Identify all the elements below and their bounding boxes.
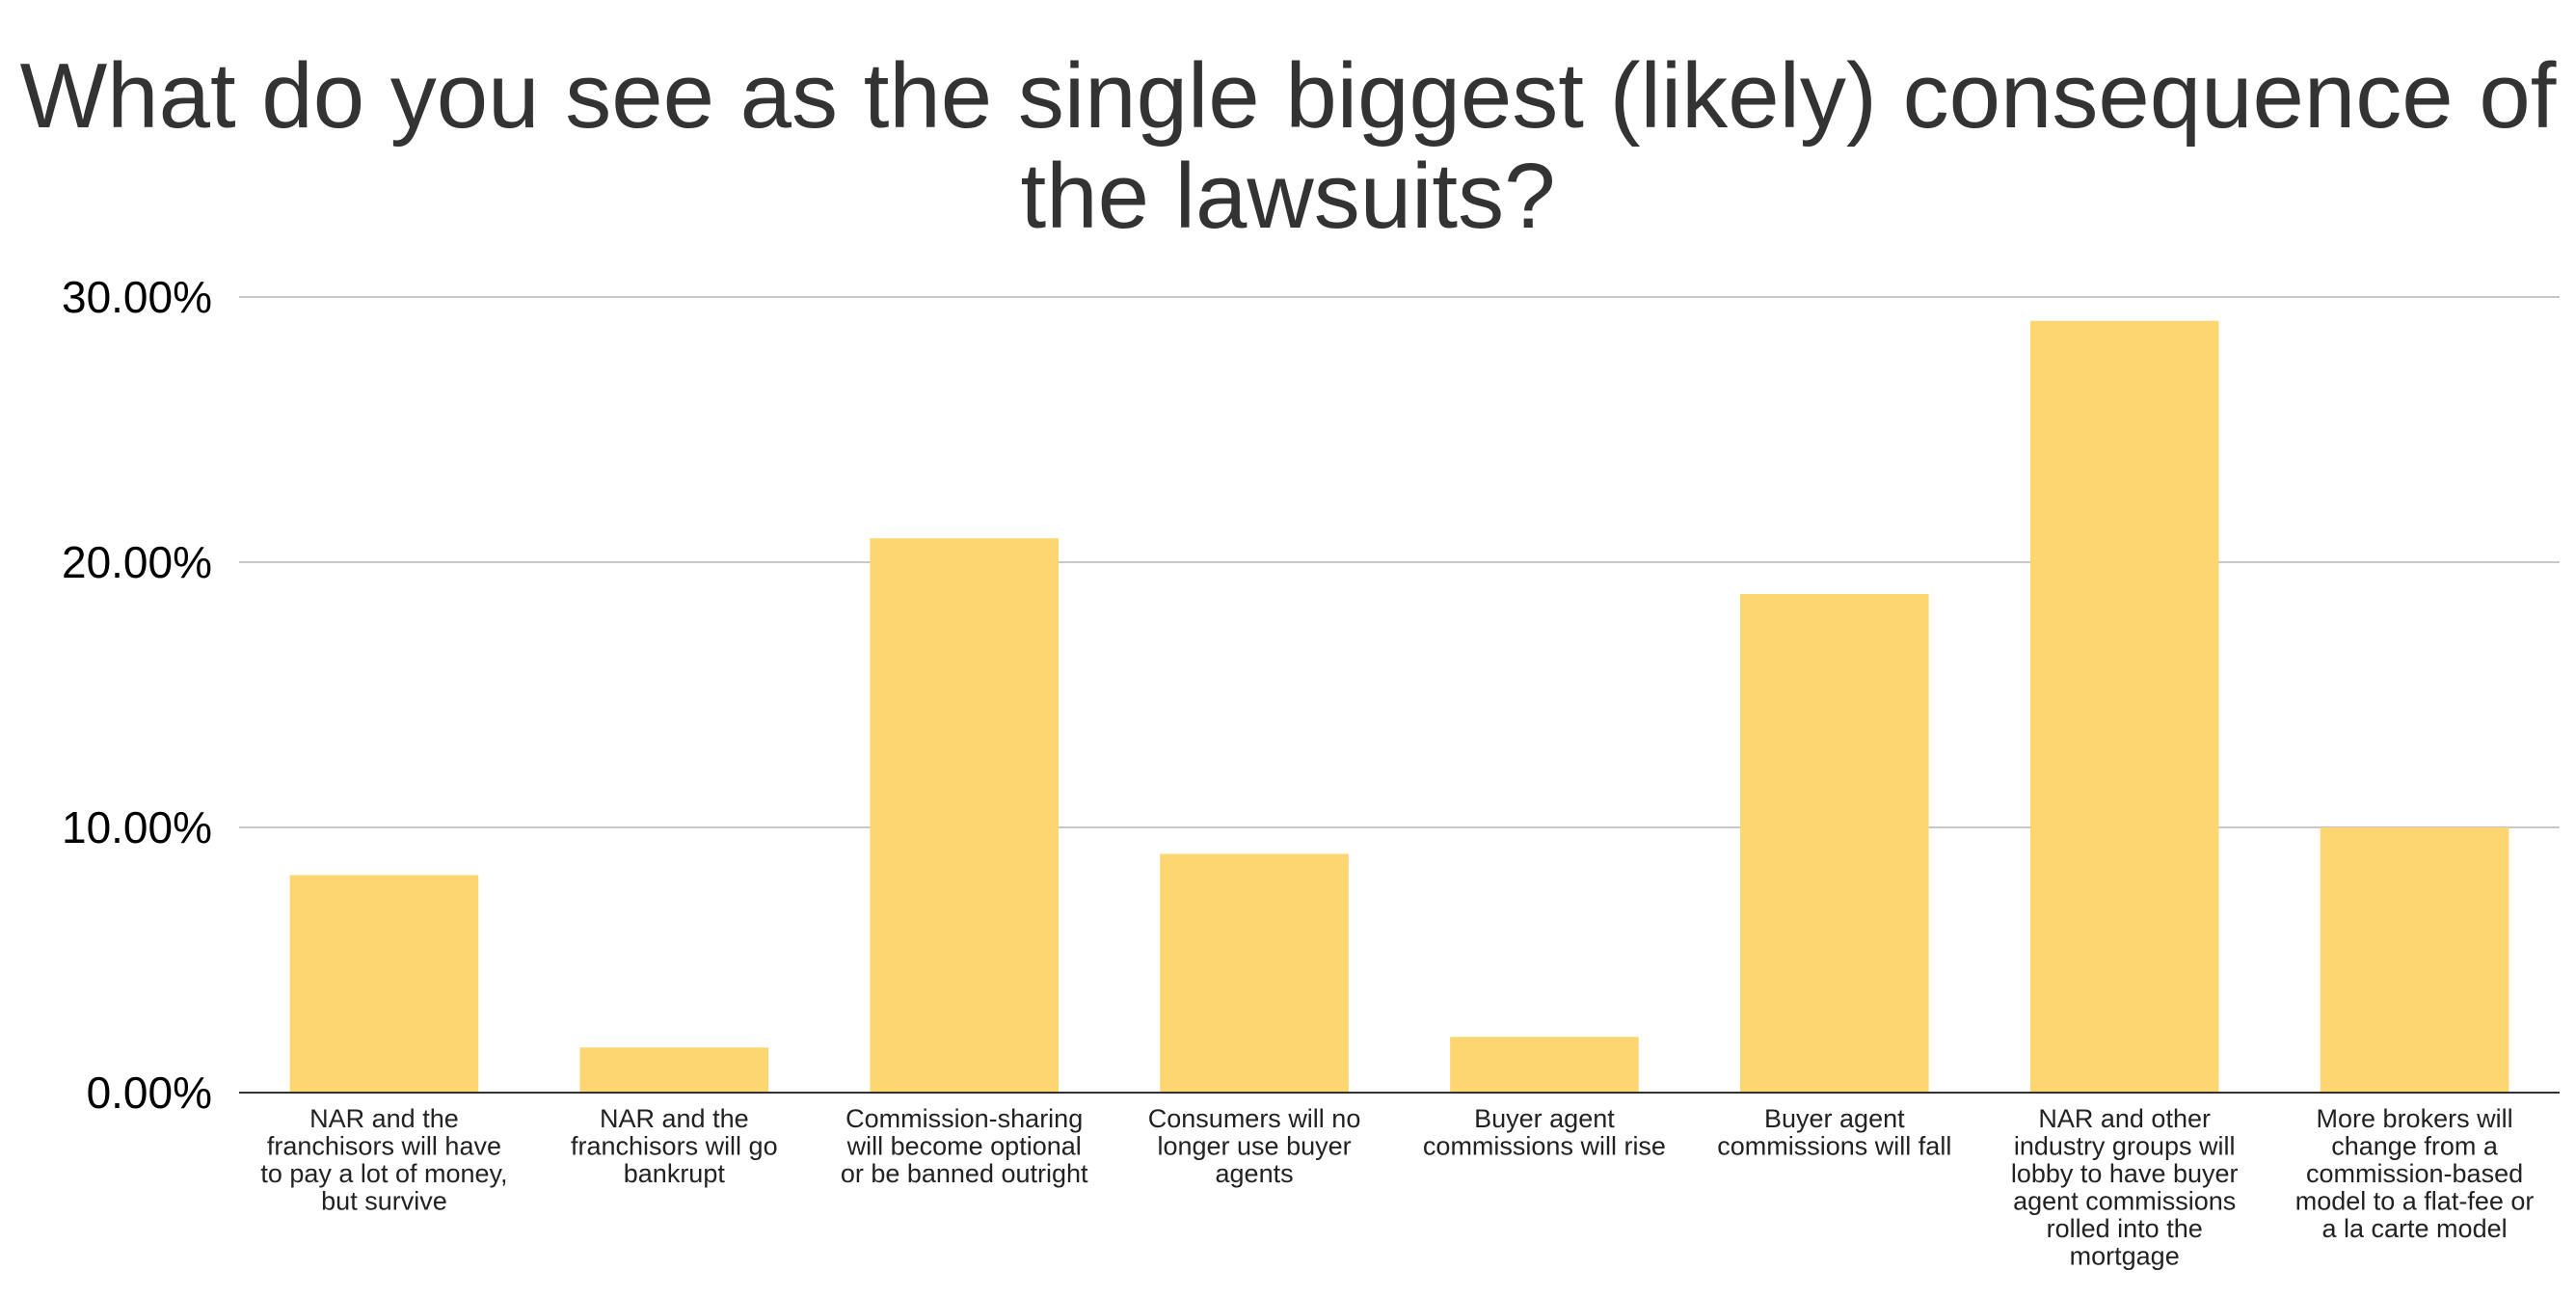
x-tick-label: Buyer agent commissions will fall <box>1717 1104 1951 1161</box>
y-tick-label: 10.00% <box>62 802 212 852</box>
y-tick-label: 30.00% <box>62 272 212 322</box>
x-tick-label: Buyer agent commissions will rise <box>1423 1104 1666 1161</box>
bar <box>1740 594 1929 1093</box>
y-tick-label: 20.00% <box>62 537 212 587</box>
bar <box>2029 320 2219 1093</box>
x-tick-label: NAR and the franchisors will have to pay a… <box>260 1104 507 1216</box>
bar <box>870 538 1059 1093</box>
y-axis-ticks: 0.00% 10.00% 20.00% 30.00% <box>62 272 212 1118</box>
x-tick-label: Consumers will no longer use buyer agents <box>1148 1104 1361 1188</box>
bar <box>1450 1037 1639 1093</box>
bars <box>289 320 2509 1093</box>
chart-title: What do you see as the single biggest (l… <box>19 44 2557 248</box>
bar <box>1160 853 1349 1093</box>
x-axis-ticks: NAR and the franchisors will have to pay a… <box>260 1104 2534 1271</box>
x-tick-label: NAR and the franchisors will go bankrupt <box>571 1104 778 1188</box>
bar <box>2320 827 2509 1093</box>
bar <box>289 875 479 1093</box>
y-tick-label: 0.00% <box>87 1068 212 1118</box>
x-tick-label: NAR and other industry groups will lobby t… <box>2011 1104 2239 1271</box>
x-tick-label: Commission-sharing will become optional or… <box>841 1104 1088 1188</box>
x-tick-label: More brokers will change from a commission… <box>2295 1104 2535 1243</box>
bar <box>579 1047 769 1093</box>
